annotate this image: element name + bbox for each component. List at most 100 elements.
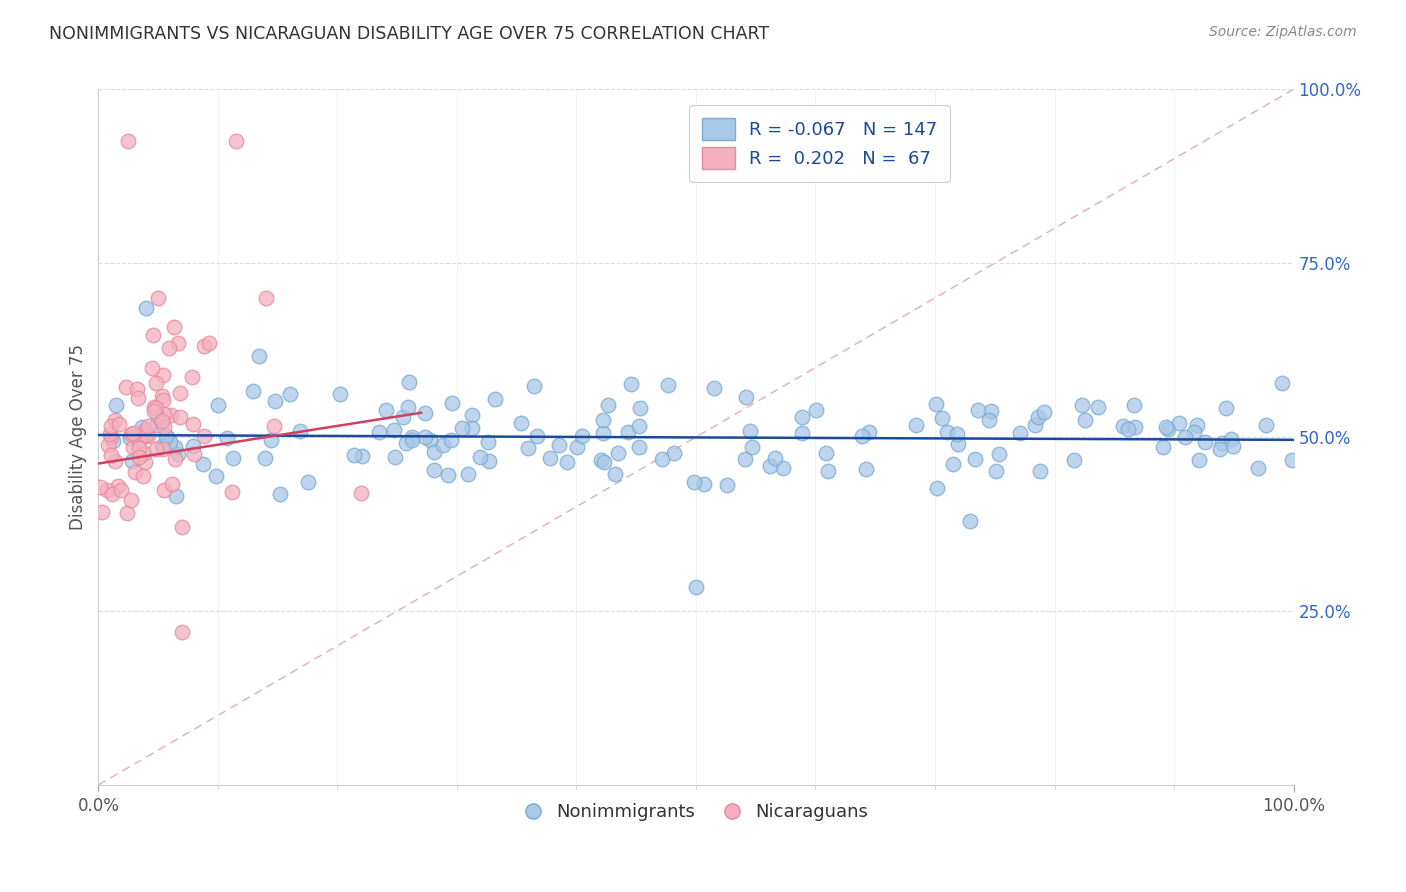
Point: [242, 384, 264, 398]
Point: [135, 427, 157, 442]
Point: [165, 451, 187, 466]
Point: [120, 492, 142, 507]
Point: [603, 467, 626, 481]
Point: [571, 428, 593, 442]
Point: [121, 425, 143, 440]
Point: [734, 452, 756, 467]
Point: [159, 435, 181, 450]
Point: [134, 423, 156, 437]
Point: [152, 368, 174, 382]
Point: [763, 451, 786, 466]
Point: [104, 454, 127, 468]
Point: [249, 349, 271, 363]
Point: [382, 424, 405, 438]
Point: [329, 386, 352, 401]
Point: [290, 424, 312, 438]
Point: [169, 409, 191, 424]
Point: [104, 398, 127, 412]
Point: [1185, 417, 1208, 432]
Point: [146, 417, 169, 432]
Point: [1157, 422, 1180, 436]
Point: [716, 478, 738, 492]
Point: [927, 481, 949, 495]
Point: [741, 440, 763, 454]
Point: [145, 376, 167, 390]
Point: [592, 455, 614, 469]
Point: [260, 433, 283, 447]
Point: [1033, 405, 1056, 419]
Point: [193, 428, 215, 442]
Point: [153, 419, 176, 434]
Point: [946, 437, 969, 451]
Point: [395, 435, 418, 450]
Legend: Nonimmigrants, Nicaraguans: Nonimmigrants, Nicaraguans: [517, 796, 875, 828]
Point: [607, 446, 630, 460]
Point: [254, 291, 277, 305]
Point: [145, 442, 167, 456]
Point: [935, 425, 957, 440]
Point: [589, 452, 612, 467]
Point: [1281, 453, 1303, 467]
Point: [620, 377, 643, 392]
Point: [1254, 418, 1277, 433]
Point: [183, 439, 205, 453]
Point: [136, 419, 159, 434]
Point: [598, 398, 620, 412]
Point: [114, 380, 136, 394]
Point: [396, 400, 419, 414]
Point: [221, 484, 243, 499]
Point: [1174, 430, 1197, 444]
Point: [101, 434, 124, 449]
Point: [628, 401, 651, 416]
Point: [191, 457, 214, 471]
Point: [963, 451, 986, 466]
Point: [858, 425, 880, 440]
Point: [264, 393, 287, 408]
Point: [100, 430, 122, 444]
Point: [1156, 419, 1178, 434]
Point: [1271, 376, 1294, 390]
Point: [855, 462, 877, 476]
Point: [146, 410, 169, 425]
Point: [215, 431, 238, 445]
Point: [651, 452, 673, 467]
Point: [141, 361, 163, 376]
Point: [1087, 400, 1109, 414]
Point: [984, 464, 1007, 478]
Point: [96, 483, 118, 498]
Point: [735, 390, 758, 404]
Point: [127, 391, 149, 405]
Point: [278, 386, 301, 401]
Point: [142, 404, 165, 418]
Point: [398, 376, 420, 390]
Text: Source: ZipAtlas.com: Source: ZipAtlas.com: [1209, 25, 1357, 39]
Point: [124, 465, 146, 479]
Point: [548, 438, 571, 452]
Point: [131, 427, 153, 442]
Point: [980, 403, 1002, 417]
Point: [117, 134, 139, 148]
Point: [740, 424, 762, 438]
Point: [1168, 416, 1191, 430]
Point: [150, 414, 173, 428]
Point: [1008, 426, 1031, 441]
Point: [1247, 461, 1270, 475]
Point: [946, 427, 969, 442]
Point: [1028, 409, 1050, 424]
Point: [145, 401, 167, 415]
Point: [181, 369, 204, 384]
Point: [540, 450, 562, 465]
Point: [1188, 453, 1211, 467]
Point: [131, 420, 153, 434]
Point: [100, 426, 122, 441]
Point: [153, 407, 176, 421]
Point: [89, 480, 111, 494]
Point: [343, 449, 366, 463]
Point: [685, 580, 707, 594]
Point: [959, 515, 981, 529]
Point: [509, 417, 531, 431]
Text: NONIMMIGRANTS VS NICARAGUAN DISABILITY AGE OVER 75 CORRELATION CHART: NONIMMIGRANTS VS NICARAGUAN DISABILITY A…: [49, 25, 769, 43]
Point: [565, 440, 588, 454]
Point: [142, 328, 165, 343]
Point: [165, 489, 187, 503]
